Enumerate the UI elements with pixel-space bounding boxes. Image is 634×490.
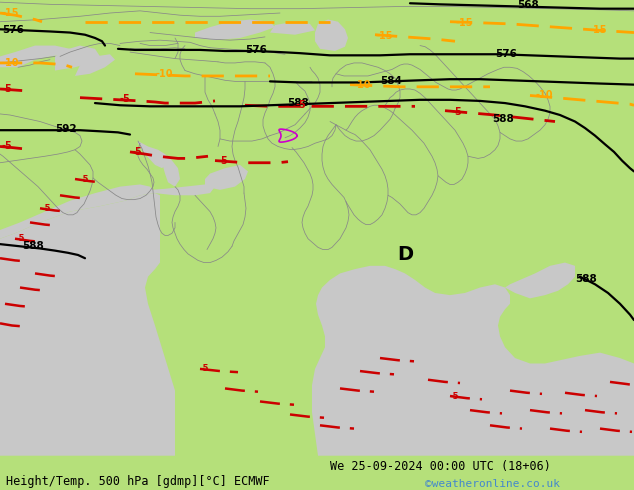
- Text: -5: -5: [42, 204, 51, 213]
- Text: -5: -5: [132, 147, 143, 157]
- Polygon shape: [460, 349, 480, 367]
- Text: 568: 568: [517, 0, 539, 10]
- Text: -5: -5: [452, 107, 463, 117]
- Polygon shape: [505, 263, 575, 298]
- Text: 584: 584: [380, 76, 402, 86]
- Text: -5: -5: [2, 84, 13, 94]
- Polygon shape: [55, 46, 100, 71]
- Polygon shape: [205, 165, 248, 190]
- Text: 576: 576: [2, 25, 24, 35]
- Text: -5: -5: [295, 100, 306, 110]
- Polygon shape: [138, 141, 168, 168]
- Text: -10: -10: [155, 69, 172, 79]
- Polygon shape: [0, 46, 70, 67]
- Polygon shape: [0, 184, 155, 239]
- Text: -15: -15: [2, 8, 20, 18]
- Polygon shape: [315, 20, 348, 51]
- Polygon shape: [270, 22, 315, 35]
- Text: -10: -10: [2, 58, 20, 68]
- Text: 588: 588: [287, 98, 309, 108]
- Polygon shape: [312, 266, 634, 456]
- Text: -15: -15: [455, 18, 472, 28]
- Text: 576: 576: [495, 49, 517, 59]
- Polygon shape: [162, 154, 180, 187]
- Text: -5: -5: [1, 142, 12, 151]
- Text: -5: -5: [200, 365, 209, 373]
- Polygon shape: [0, 193, 175, 456]
- Text: Height/Temp. 500 hPa [gdmp][°C] ECMWF: Height/Temp. 500 hPa [gdmp][°C] ECMWF: [6, 474, 270, 488]
- Text: 588: 588: [492, 114, 514, 124]
- Polygon shape: [150, 184, 215, 196]
- Text: -5: -5: [217, 156, 228, 166]
- Text: 576: 576: [245, 45, 267, 55]
- Polygon shape: [75, 54, 115, 76]
- Text: ©weatheronline.co.uk: ©weatheronline.co.uk: [425, 479, 560, 489]
- Text: -10: -10: [353, 80, 370, 90]
- Text: 588: 588: [22, 241, 44, 251]
- Text: -15: -15: [376, 31, 394, 41]
- Text: D: D: [397, 245, 413, 265]
- Text: -5: -5: [120, 94, 131, 104]
- Text: We 25-09-2024 00:00 UTC (18+06): We 25-09-2024 00:00 UTC (18+06): [330, 460, 550, 473]
- Text: -5: -5: [15, 234, 25, 243]
- Text: -5: -5: [80, 174, 89, 184]
- Text: 592: 592: [55, 124, 77, 134]
- Polygon shape: [195, 20, 275, 40]
- Text: 588: 588: [575, 274, 597, 284]
- Text: -5: -5: [450, 392, 460, 400]
- Text: -10: -10: [535, 91, 552, 100]
- Text: -15: -15: [590, 25, 607, 35]
